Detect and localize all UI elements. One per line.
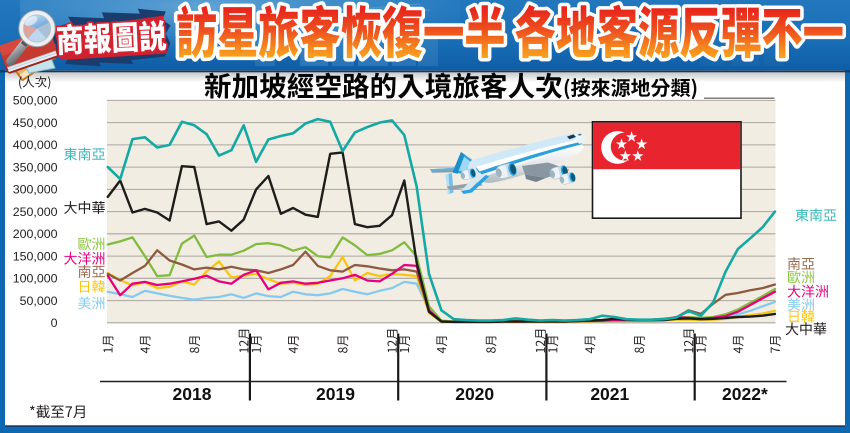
svg-text:300,000: 300,000: [13, 183, 58, 197]
svg-text:500,000: 500,000: [13, 94, 58, 108]
svg-text:150,000: 150,000: [13, 249, 58, 263]
svg-text:2022*: 2022*: [722, 384, 768, 404]
svg-text:400,000: 400,000: [13, 138, 58, 152]
svg-text:0: 0: [51, 316, 58, 330]
svg-text:2020: 2020: [455, 384, 494, 404]
svg-text:2018: 2018: [173, 384, 212, 404]
svg-text:2019: 2019: [316, 384, 355, 404]
svg-text:450,000: 450,000: [13, 116, 58, 130]
svg-text:100,000: 100,000: [13, 272, 58, 286]
svg-text:2021: 2021: [590, 384, 629, 404]
svg-text:350,000: 350,000: [13, 160, 58, 174]
svg-text:250,000: 250,000: [13, 205, 58, 219]
svg-text:50,000: 50,000: [20, 294, 58, 308]
svg-text:200,000: 200,000: [13, 227, 58, 241]
